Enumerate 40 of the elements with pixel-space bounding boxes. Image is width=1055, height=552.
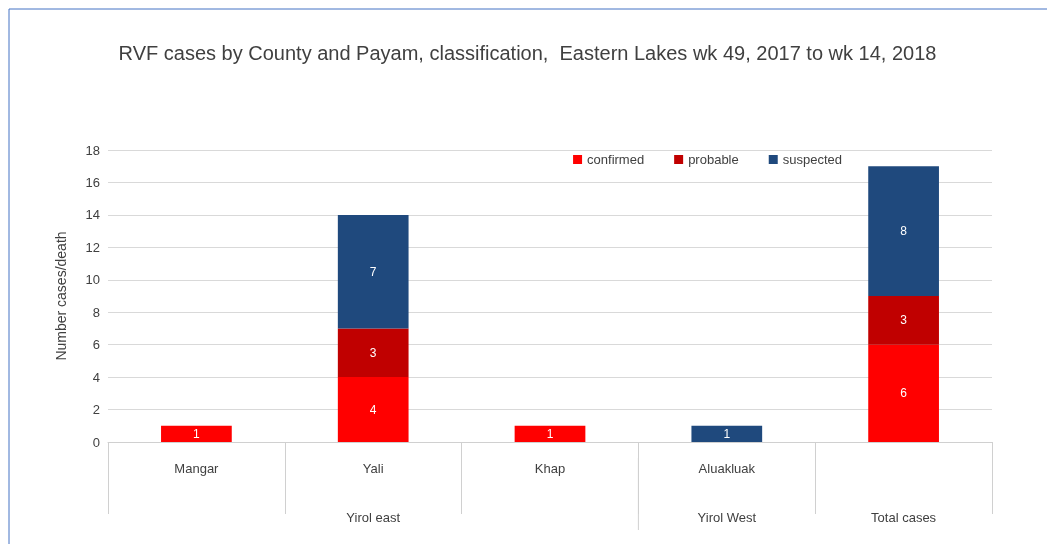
data-label: 7 <box>369 264 377 279</box>
y-tick-label: 14 <box>85 207 100 223</box>
bar <box>337 214 409 329</box>
text: Total cases <box>871 509 937 525</box>
legend-label: probable <box>688 152 739 167</box>
data-label: 1 <box>193 426 201 441</box>
bar <box>161 425 232 442</box>
data-label: 3 <box>369 345 377 360</box>
y-tick-label: 10 <box>85 272 100 288</box>
data-label: 1 <box>546 426 554 441</box>
y-axis-title: Number cases/death <box>53 231 69 361</box>
bar <box>868 344 939 442</box>
y-tick-label: 16 <box>85 174 100 190</box>
data-label: 4 <box>369 402 377 417</box>
data-label: 8 <box>900 224 908 239</box>
y-tick-label: 8 <box>92 304 100 320</box>
y-tick-label: 12 <box>85 239 100 255</box>
data-label: 3 <box>900 313 908 328</box>
data-label: 1 <box>723 426 731 441</box>
bar <box>868 296 939 345</box>
bar <box>691 425 763 442</box>
bar <box>868 166 939 296</box>
x-tick-label: Khap <box>534 461 566 476</box>
legend-label: confirmed <box>587 152 645 167</box>
text: Yirol West <box>697 509 757 525</box>
y-tick-label: 0 <box>92 434 100 450</box>
data-label: 6 <box>900 386 908 401</box>
y-tick-label: 2 <box>92 402 100 418</box>
legend-label: suspected <box>782 152 842 167</box>
chart-title: RVF cases by County and Payam, classification, Eastern Lakes wk 49, 2017 to wk 14, 2018 <box>118 42 937 64</box>
x-tick-label: Yali <box>362 461 384 476</box>
x-tick-label: Mangar <box>174 461 220 476</box>
bar <box>337 328 409 378</box>
y-tick-label: 18 <box>85 142 100 158</box>
x-tick-label: Aluakluak <box>698 461 756 476</box>
bar <box>337 377 409 442</box>
bar <box>514 425 586 442</box>
y-tick-label: 6 <box>92 337 100 353</box>
y-tick-label: 4 <box>92 369 100 385</box>
text: Yirol east <box>346 509 401 525</box>
